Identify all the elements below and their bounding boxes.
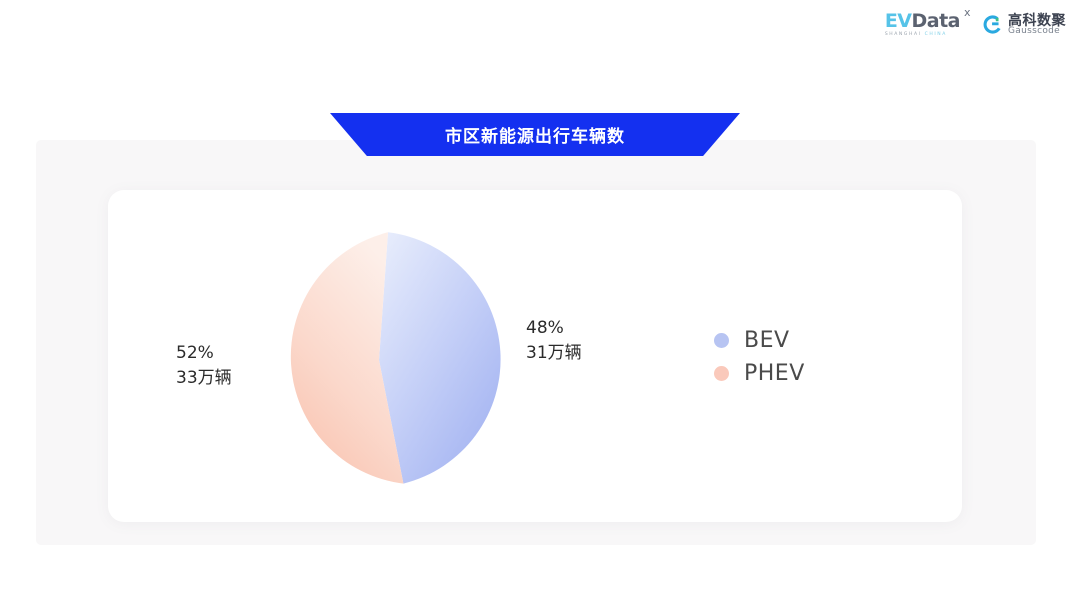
gausscode-logo: 高科数聚 Gausscode <box>982 11 1066 37</box>
legend-item-phev[interactable]: PHEV <box>714 361 805 386</box>
legend-dot-bev-icon <box>714 333 729 348</box>
section-title-text: 市区新能源出行车辆数 <box>445 127 625 147</box>
gausscode-name-en: Gausscode <box>1008 26 1060 37</box>
evdata-suffix: Data <box>911 10 961 32</box>
pie-label-phev: 52% 33万辆 <box>176 341 232 390</box>
evdata-subtitle: SHANGHAI CHINA <box>884 32 947 38</box>
evdata-logo-icon: EVData x SHANGHAI CHINA <box>884 7 971 38</box>
pie-label-phev-amount: 33万辆 <box>176 367 232 388</box>
legend-label-bev: BEV <box>744 328 790 353</box>
pie-label-bev-amount: 31万辆 <box>526 342 582 363</box>
section-title-banner: 市区新能源出行车辆数 <box>330 113 740 156</box>
gausscode-text: 高科数聚 Gausscode <box>1008 11 1066 37</box>
pie-chart <box>246 227 512 493</box>
logo-group: EVData x SHANGHAI CHINA 高科数聚 Gausscode <box>884 7 1066 38</box>
evdata-superscript: x <box>963 6 971 19</box>
evdata-subtitle-cn: CHINA <box>924 32 947 37</box>
pie-label-phev-percent: 52% <box>176 343 214 363</box>
legend-dot-phev-icon <box>714 366 729 381</box>
pie-slice-bev[interactable] <box>379 232 501 484</box>
legend-label-phev: PHEV <box>744 361 805 386</box>
chart-legend: BEV PHEV <box>714 328 805 386</box>
gausscode-name-cn: 高科数聚 <box>1008 11 1066 28</box>
chart-card <box>108 190 962 522</box>
gausscode-mark-icon <box>983 15 1001 34</box>
legend-item-bev[interactable]: BEV <box>714 328 805 353</box>
evdata-wordmark: EVData x <box>884 7 971 32</box>
pie-label-bev: 48% 31万辆 <box>526 316 582 365</box>
pie-label-bev-percent: 48% <box>526 318 564 338</box>
pie-chart-svg <box>290 232 501 484</box>
evdata-subtitle-en: SHANGHAI <box>884 32 922 37</box>
page-header: EVData x SHANGHAI CHINA 高科数聚 Gausscode <box>0 0 1080 62</box>
evdata-prefix: EV <box>884 10 912 32</box>
pie-slice-phev[interactable] <box>290 232 404 484</box>
